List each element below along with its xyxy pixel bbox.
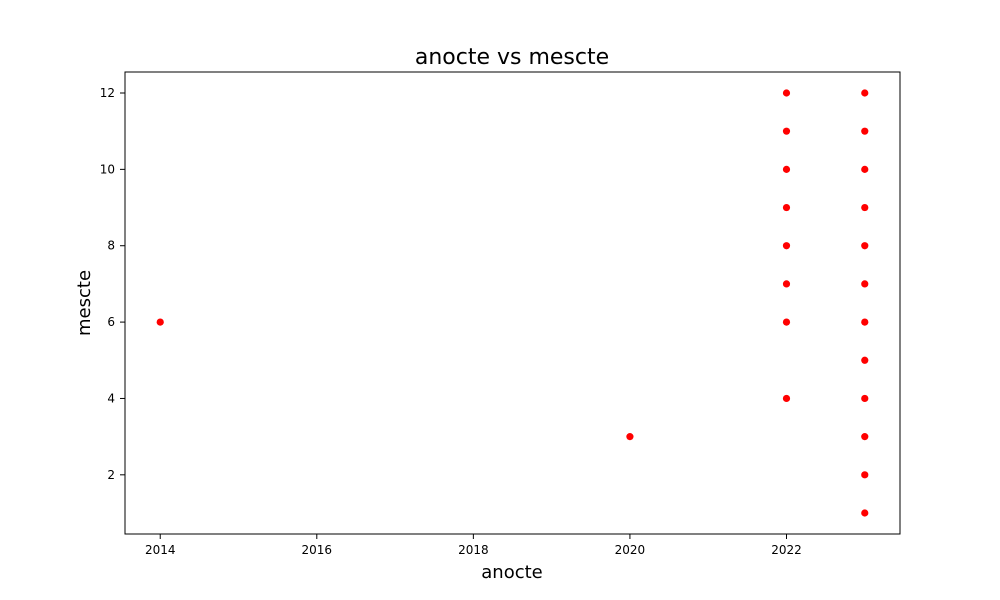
scatter-point bbox=[861, 471, 869, 479]
x-tick-label: 2016 bbox=[302, 543, 333, 557]
scatter-point bbox=[861, 356, 869, 364]
scatter-point bbox=[782, 394, 791, 403]
scatter-point bbox=[861, 89, 869, 97]
scatter-point bbox=[782, 165, 791, 173]
y-tick-label: 8 bbox=[107, 239, 115, 253]
scatter-point bbox=[782, 318, 791, 326]
scatter-point bbox=[156, 318, 164, 326]
scatter-point bbox=[861, 165, 869, 173]
y-axis-title: mescte bbox=[74, 270, 95, 336]
x-tick-label: 2014 bbox=[145, 543, 176, 557]
chart-title: anocte vs mescte bbox=[415, 45, 609, 70]
x-tick-label: 2020 bbox=[615, 543, 646, 557]
scatter-point bbox=[861, 242, 869, 250]
y-tick-label: 10 bbox=[100, 162, 115, 176]
scatter-point bbox=[861, 509, 869, 517]
scatter-point bbox=[861, 127, 869, 135]
scatter-point bbox=[861, 203, 869, 212]
x-axis-title: anocte bbox=[481, 562, 542, 583]
y-tick-label: 6 bbox=[107, 315, 115, 329]
scatter-point bbox=[782, 280, 791, 288]
x-axis: 2014 2016 2018 2020 2022 bbox=[145, 534, 802, 557]
plot-frame bbox=[124, 71, 901, 535]
scatter-point bbox=[861, 433, 869, 441]
scatter-point bbox=[861, 280, 869, 288]
y-tick-label: 2 bbox=[107, 468, 115, 482]
x-tick-label: 2022 bbox=[771, 543, 802, 557]
x-tick-label: 2018 bbox=[458, 543, 489, 557]
scatter-point bbox=[861, 318, 869, 326]
scatter-point bbox=[861, 394, 869, 403]
y-tick-label: 4 bbox=[107, 391, 115, 405]
scatter-point bbox=[782, 203, 791, 212]
scatter-point bbox=[782, 89, 791, 97]
scatter-point bbox=[626, 433, 634, 441]
y-axis: 2 4 6 8 10 12 bbox=[100, 86, 125, 482]
y-tick-label: 12 bbox=[100, 86, 115, 100]
scatter-point bbox=[782, 242, 791, 250]
plot-area bbox=[156, 89, 869, 517]
scatter-point bbox=[782, 127, 791, 135]
